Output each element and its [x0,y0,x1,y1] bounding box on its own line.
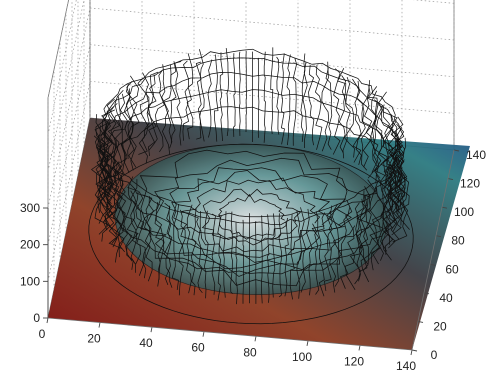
x-tick [411,350,412,355]
y-tick-label: 0 [431,348,438,362]
y-tick-label: 20 [433,319,447,333]
y-tick [412,350,417,351]
x-tick [307,341,308,346]
wall-strand [208,60,212,138]
z-tick-label: 300 [20,201,40,215]
x-tick [47,318,48,323]
z-tick-label: 100 [20,274,40,288]
x-tick-label: 80 [243,345,257,359]
y-tick-label: 80 [451,234,465,248]
x-tick-label: 0 [39,327,46,341]
wall-strand [264,52,265,143]
x-tick-label: 100 [292,350,312,364]
x-tick [255,336,256,341]
x-tick-label: 60 [191,341,205,355]
grid-line [90,0,454,3]
x-tick-label: 20 [87,332,101,346]
x-tick-label: 140 [396,359,416,373]
y-tick-label: 40 [439,291,453,305]
z-tick-label: 200 [20,238,40,252]
grid-line [90,8,454,40]
wall-strand [281,53,284,144]
x-tick-label: 120 [344,354,364,368]
x-tick-label: 40 [139,336,153,350]
wall-strand [309,65,314,145]
x-tick [203,332,204,337]
y-tick-label: 100 [454,205,474,219]
wall-strand [287,55,290,146]
x-tick [359,345,360,350]
wall-strand [239,52,240,136]
z-tick-label: 0 [33,311,40,325]
wall-strand [277,57,279,135]
wall-strand [271,47,273,134]
y-tick-label: 60 [445,262,459,276]
wall-strand [293,59,296,146]
wall-strand [226,48,228,136]
wall-strand [258,58,259,138]
x-tick [99,323,100,328]
wall-strand [234,53,236,137]
y-tick-label: 120 [460,177,480,191]
grid-line [48,0,90,98]
y-tick-label: 140 [466,148,486,162]
x-tick [151,327,152,332]
